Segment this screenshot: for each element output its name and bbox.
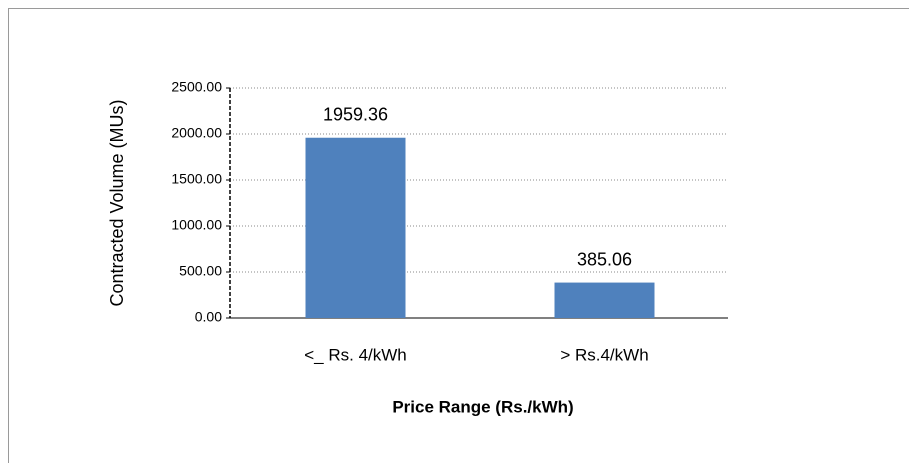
bar <box>554 282 655 318</box>
bar <box>305 137 406 318</box>
y-tick-label: 500.00 <box>179 263 222 279</box>
y-tick-label: 1000.00 <box>171 217 222 233</box>
y-axis-title: Contracted Volume (MUs) <box>107 99 127 306</box>
x-tick-label: > Rs.4/kWh <box>560 345 648 364</box>
y-tick-label: 2000.00 <box>171 125 222 141</box>
x-tick-label: <_ Rs. 4/kWh <box>304 345 407 364</box>
data-label: 1959.36 <box>323 104 388 124</box>
y-tick-label: 2500.00 <box>171 79 222 95</box>
y-tick-label: 1500.00 <box>171 171 222 187</box>
x-axis-title: Price Range (Rs./kWh) <box>392 397 573 416</box>
data-label: 385.06 <box>577 249 632 269</box>
y-tick-label: 0.00 <box>195 309 222 325</box>
chart-frame <box>8 8 909 463</box>
